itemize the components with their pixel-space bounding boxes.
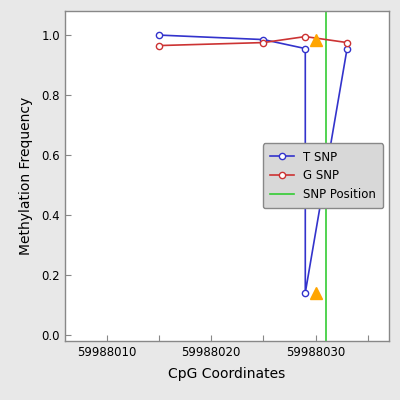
- Y-axis label: Methylation Frequency: Methylation Frequency: [19, 97, 33, 255]
- X-axis label: CpG Coordinates: CpG Coordinates: [168, 367, 286, 381]
- Legend: T SNP, G SNP, SNP Position: T SNP, G SNP, SNP Position: [263, 144, 383, 208]
